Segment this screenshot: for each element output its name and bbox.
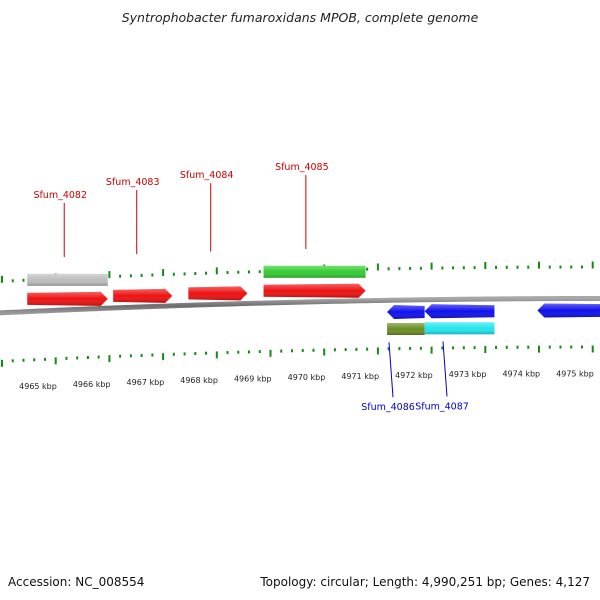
tick-label: 4974 kbp xyxy=(502,370,540,379)
tick-label: 4969 kbp xyxy=(234,374,272,383)
tick-label: 4972 kbp xyxy=(395,371,433,380)
gene-track xyxy=(27,283,600,320)
gene-callouts: Sfum_4082 Sfum_4083 Sfum_4084 Sfum_4085 Sfum… xyxy=(33,162,468,413)
gene-label: Sfum_4082 xyxy=(33,190,87,201)
genome-summary: Topology: circular; Length: 4,990,251 bp… xyxy=(260,575,590,589)
callout-line xyxy=(442,341,448,397)
tick-label: 4975 kbp xyxy=(556,370,594,379)
inner-tick-ring xyxy=(1,345,594,367)
gene-arrow-shade xyxy=(387,305,425,320)
tick-label: 4971 kbp xyxy=(341,372,379,381)
tick-label: 4968 kbp xyxy=(180,376,218,385)
gene-arrow-shade xyxy=(113,288,173,303)
gene-arrow-shade xyxy=(27,291,108,306)
genome-title: Syntrophobacter fumaroxidans MPOB, compl… xyxy=(121,10,479,25)
feature-shade xyxy=(424,322,495,335)
gene-label: Sfum_4085 xyxy=(275,162,329,173)
gene-label: Sfum_4087 xyxy=(415,401,469,412)
gene-label: Sfum_4084 xyxy=(180,170,234,181)
genome-backbone xyxy=(0,296,600,316)
feature-shade xyxy=(263,265,366,278)
tick-label: 4973 kbp xyxy=(449,370,487,379)
axis-tick-labels: 4965 kbp 4966 kbp 4967 kbp 4968 kbp 4969 kbp… xyxy=(19,370,594,392)
feature-shade xyxy=(387,323,425,336)
feature-track xyxy=(27,265,495,336)
gene-arrow-shade xyxy=(537,303,600,318)
gene-arrow-shade xyxy=(424,304,495,319)
tick-label: 4965 kbp xyxy=(19,382,57,391)
tick-label: 4966 kbp xyxy=(73,380,111,389)
tick-label: 4970 kbp xyxy=(288,373,326,382)
gene-arrow-shade xyxy=(188,286,248,301)
gene-label: Sfum_4086 xyxy=(361,402,415,413)
tick-label: 4967 kbp xyxy=(127,378,165,387)
callout-line xyxy=(388,342,394,398)
feature-shade xyxy=(27,273,108,286)
accession-label: Accession: NC_008554 xyxy=(8,575,145,589)
gene-arrow-shade xyxy=(263,283,366,298)
gene-label: Sfum_4083 xyxy=(106,177,160,188)
